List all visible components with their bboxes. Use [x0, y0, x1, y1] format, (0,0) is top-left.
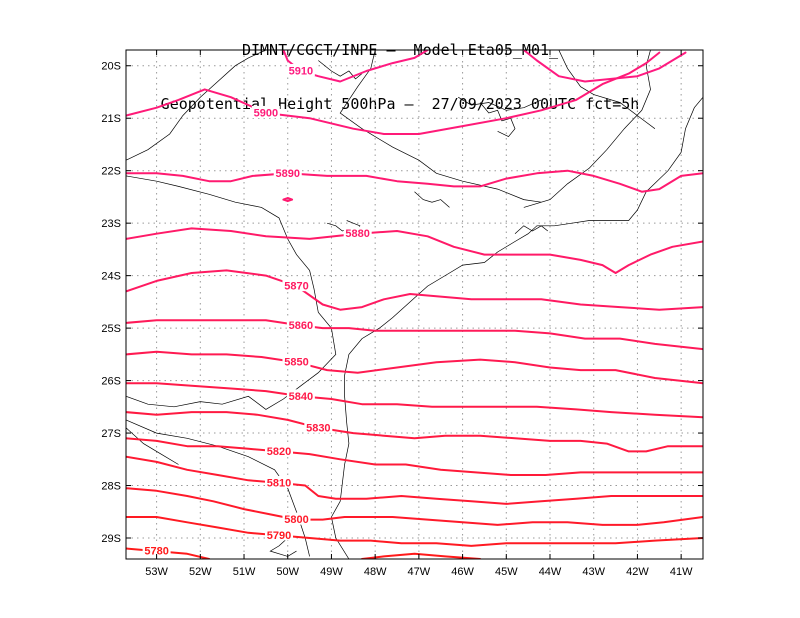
contour-line — [126, 411, 703, 453]
boundary-line — [523, 50, 651, 208]
contour-label: 5810 — [267, 477, 291, 489]
contour-line — [126, 319, 703, 351]
boundary-line — [514, 225, 549, 234]
contour-label: 5800 — [284, 514, 308, 526]
lon-tick-label: 46W — [451, 566, 474, 578]
lat-tick-label: 20S — [101, 61, 121, 73]
contour-label: 5780 — [144, 546, 168, 558]
lon-tick-label: 42W — [626, 566, 649, 578]
height-contours — [126, 50, 703, 559]
contour-label: 5820 — [267, 446, 291, 458]
boundary-line — [414, 191, 450, 208]
lon-tick-label: 48W — [364, 566, 387, 578]
lat-lon-grid — [126, 50, 703, 559]
contour-label-bg — [264, 528, 293, 541]
contour-line — [522, 50, 687, 83]
contour-line — [282, 197, 294, 203]
contour-label: 5900 — [254, 107, 278, 119]
boundary-line — [126, 50, 267, 161]
title-line-2: Geopotential Height 500hPa – 27/09/2023 … — [160, 95, 640, 113]
lat-tick-label: 22S — [101, 166, 121, 178]
boundary-line — [339, 50, 542, 203]
geographic-boundaries — [126, 50, 703, 559]
contour-line — [126, 350, 703, 385]
lon-tick-label: 51W — [233, 566, 256, 578]
contour-label-bg — [286, 63, 315, 76]
boundary-line — [479, 102, 516, 138]
lat-tick-label: 28S — [101, 481, 121, 493]
lat-tick-label: 21S — [101, 113, 121, 125]
contour-line — [126, 51, 661, 135]
boundary-line — [126, 427, 179, 465]
lon-tick-label: 50W — [276, 566, 299, 578]
boundary-line — [126, 175, 337, 410]
contour-label: 5790 — [267, 530, 291, 542]
lon-tick-label: 41W — [670, 566, 693, 578]
contour-label: 5870 — [284, 281, 308, 293]
boundary-line — [458, 96, 542, 111]
lon-tick-label: 49W — [320, 566, 343, 578]
contour-line — [126, 269, 703, 311]
contour-label-bg — [286, 389, 315, 402]
contour-line — [361, 552, 482, 559]
contour-line — [126, 227, 703, 274]
contour-line — [126, 437, 703, 476]
lon-tick-label: 53W — [145, 566, 168, 578]
lon-tick-label: 45W — [495, 566, 518, 578]
contour-line — [126, 516, 703, 547]
boundary-line — [269, 537, 297, 557]
plot-frame — [125, 49, 704, 560]
lon-tick-label: 43W — [582, 566, 605, 578]
lat-tick-label: 27S — [101, 428, 121, 440]
contour-label: 5880 — [345, 228, 369, 240]
contour-line — [126, 455, 703, 505]
contour-label: 5840 — [289, 391, 313, 403]
contour-label-bg — [142, 544, 171, 557]
contour-label-bg — [282, 512, 311, 525]
contour-label-bg — [264, 475, 293, 488]
contour-label: 5890 — [275, 168, 299, 180]
contour-line — [126, 169, 703, 193]
contour-label: 5830 — [306, 422, 330, 434]
contour-line — [126, 547, 211, 559]
contour-labels: 5910 5900 5890 5880 5870 5860 5850 5840 5830 5820… — [142, 63, 372, 558]
boundary-line — [558, 50, 656, 129]
lat-tick-label: 26S — [101, 376, 121, 388]
map-title: DIMNT/CGCT/INPE – Model Eta05_M01_ Geopo… — [0, 5, 800, 131]
contour-label-bg — [273, 166, 302, 179]
contour-label-bg — [251, 105, 280, 118]
lon-tick-label: 44W — [539, 566, 562, 578]
contour-label-bg — [282, 355, 311, 368]
contour-line — [126, 487, 703, 526]
boundary-line — [318, 60, 363, 80]
contour-label-bg — [304, 420, 333, 433]
boundary-line — [126, 419, 310, 557]
lat-tick-label: 29S — [101, 533, 121, 545]
lat-tick-label: 25S — [101, 323, 121, 335]
lon-tick-label: 47W — [408, 566, 431, 578]
axis-tick-labels: 20S 21S 22S 23S 24S 25S 26S 27S 28S 29S 53W 52W 51W 5… — [101, 50, 703, 578]
lon-tick-label: 52W — [189, 566, 212, 578]
contour-label-bg — [282, 279, 311, 292]
contour-label: 5910 — [289, 65, 313, 77]
contour-label-bg — [343, 226, 372, 239]
lat-tick-label: 23S — [101, 218, 121, 230]
lat-tick-label: 24S — [101, 271, 121, 283]
contour-label: 5860 — [289, 320, 313, 332]
contour-label-bg — [286, 318, 315, 331]
contour-line — [126, 382, 703, 419]
contour-label: 5850 — [284, 357, 308, 369]
contour-label-bg — [264, 444, 293, 457]
